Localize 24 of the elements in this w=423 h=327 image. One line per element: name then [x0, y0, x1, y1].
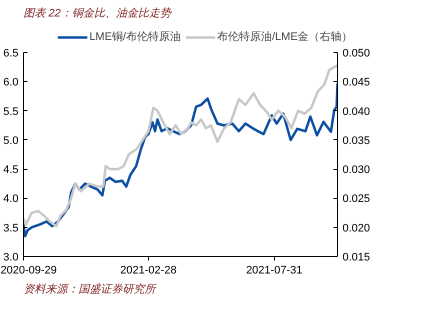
y-tick-label: 5.5: [3, 106, 19, 118]
y2-tick-label: 0.030: [342, 164, 370, 176]
y2-tick-label: 0.020: [342, 222, 370, 234]
y2-tick-label: 0.025: [342, 193, 370, 206]
y-tick-label: 6.0: [3, 76, 19, 89]
y2-tick-label: 0.050: [342, 48, 370, 60]
x-tick-label: 2021-07-31: [246, 264, 302, 276]
y-tick-label: 5.0: [3, 134, 19, 147]
y-tick-label: 4.0: [3, 193, 19, 206]
x-tick-label: 2021-02-28: [120, 264, 177, 276]
y-tick-label: 3.5: [3, 222, 19, 234]
x-tick-label: 2020-09-29: [0, 264, 57, 276]
y2-tick-label: 0.015: [342, 252, 370, 264]
y-tick-label: 6.5: [3, 48, 19, 60]
y2-tick-label: 0.040: [342, 106, 370, 118]
line-series: [24, 64, 338, 228]
chart-title: 图表 22：铜金比、油金比走势: [24, 6, 172, 20]
y-tick-label: 4.5: [3, 164, 19, 176]
y-tick-label: 3.0: [3, 252, 19, 264]
y2-tick-label: 0.045: [342, 76, 370, 89]
legend-label: LME铜/布伦特原油: [89, 30, 181, 44]
legend-label: 布伦特原油/LME金（右轴）: [217, 30, 353, 44]
text: 资料来源：国盛证券研究所: [24, 282, 158, 296]
y2-tick-label: 0.035: [342, 134, 370, 147]
